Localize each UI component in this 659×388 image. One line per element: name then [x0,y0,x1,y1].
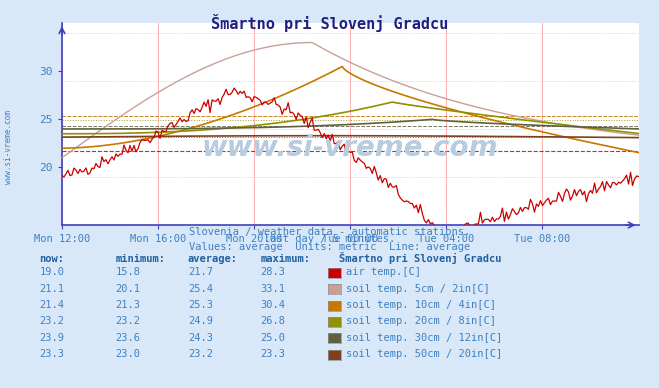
Text: last day / 5 minutes.: last day / 5 minutes. [264,234,395,244]
Text: 20.1: 20.1 [115,284,140,294]
Text: Šmartno pri Slovenj Gradcu: Šmartno pri Slovenj Gradcu [339,252,502,264]
Text: soil temp. 5cm / 2in[C]: soil temp. 5cm / 2in[C] [346,284,490,294]
Text: soil temp. 10cm / 4in[C]: soil temp. 10cm / 4in[C] [346,300,496,310]
Text: 24.9: 24.9 [188,316,213,326]
Text: 23.3: 23.3 [40,349,65,359]
Text: www.si-vreme.com: www.si-vreme.com [202,134,498,162]
Text: 23.2: 23.2 [115,316,140,326]
Text: 23.0: 23.0 [115,349,140,359]
Text: now:: now: [40,254,65,264]
Text: 19.0: 19.0 [40,267,65,277]
Text: Values: average  Units: metric  Line: average: Values: average Units: metric Line: aver… [189,242,470,252]
Text: 23.2: 23.2 [40,316,65,326]
Text: 21.3: 21.3 [115,300,140,310]
Text: average:: average: [188,254,238,264]
Text: 23.3: 23.3 [260,349,285,359]
Text: 21.4: 21.4 [40,300,65,310]
Text: 33.1: 33.1 [260,284,285,294]
Text: Slovenia / weather data - automatic stations.: Slovenia / weather data - automatic stat… [189,227,470,237]
Text: 15.8: 15.8 [115,267,140,277]
Text: 24.3: 24.3 [188,333,213,343]
Text: 26.8: 26.8 [260,316,285,326]
Text: soil temp. 50cm / 20in[C]: soil temp. 50cm / 20in[C] [346,349,502,359]
Text: soil temp. 30cm / 12in[C]: soil temp. 30cm / 12in[C] [346,333,502,343]
Text: 25.0: 25.0 [260,333,285,343]
Text: soil temp. 20cm / 8in[C]: soil temp. 20cm / 8in[C] [346,316,496,326]
Text: www.si-vreme.com: www.si-vreme.com [4,111,13,184]
Text: maximum:: maximum: [260,254,310,264]
Text: air temp.[C]: air temp.[C] [346,267,421,277]
Text: 21.1: 21.1 [40,284,65,294]
Text: 21.7: 21.7 [188,267,213,277]
Text: 25.4: 25.4 [188,284,213,294]
Text: 25.3: 25.3 [188,300,213,310]
Text: 23.6: 23.6 [115,333,140,343]
Text: minimum:: minimum: [115,254,165,264]
Text: 23.2: 23.2 [188,349,213,359]
Text: Šmartno pri Slovenj Gradcu: Šmartno pri Slovenj Gradcu [211,14,448,31]
Text: 28.3: 28.3 [260,267,285,277]
Text: 30.4: 30.4 [260,300,285,310]
Text: 23.9: 23.9 [40,333,65,343]
